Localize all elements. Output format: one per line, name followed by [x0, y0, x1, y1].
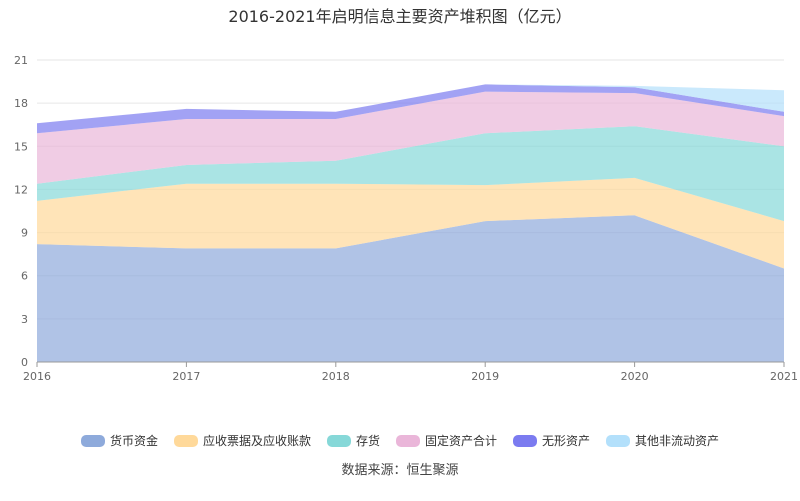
chart-title: 2016-2021年启明信息主要资产堆积图（亿元） [228, 7, 572, 26]
area-series-2 [37, 126, 784, 222]
legend-item-2[interactable]: 存货 [326, 432, 380, 449]
legend-swatch [513, 434, 538, 447]
y-tick-label: 6 [21, 270, 28, 283]
legend-swatch [326, 434, 351, 447]
legend-swatch [606, 434, 631, 447]
axes: 0 3 6 9 12 15 18 21 2016 2017 2018 2019 2020 2021 [14, 54, 798, 383]
x-tick-label: 2016 [23, 370, 51, 383]
y-tick-label: 0 [21, 356, 28, 369]
legend-label: 货币资金 [109, 434, 158, 448]
legend-label: 应收票据及应收账款 [202, 434, 311, 448]
legend-item-1[interactable]: 应收票据及应收账款 [173, 432, 311, 449]
legend-label: 固定资产合计 [425, 434, 498, 448]
legend-item-0[interactable]: 货币资金 [80, 432, 158, 449]
y-tick-label: 15 [14, 140, 28, 153]
area-series [37, 84, 784, 362]
x-tick-label: 2020 [621, 370, 649, 383]
legend-swatch [396, 434, 420, 447]
chart-plot: 0 3 6 9 12 15 18 21 2016 2017 2018 2019 2020 2021 [14, 54, 798, 383]
x-tick-label: 2019 [471, 370, 499, 383]
area-series-1 [37, 177, 784, 269]
legend-item-5[interactable]: 其他非流动资产 [606, 432, 719, 449]
y-tick-label: 9 [21, 227, 28, 240]
legend-item-4[interactable]: 无形资产 [513, 432, 590, 449]
y-tick-label: 18 [14, 97, 28, 110]
y-tick-label: 12 [14, 183, 28, 196]
legend: 货币资金 应收票据及应收账款 存货 固定资产合计 无形资产 其他非流动资产 [0, 432, 800, 449]
x-tick-label: 2018 [322, 370, 350, 383]
legend-label: 其他非流动资产 [635, 434, 720, 448]
y-tick-label: 3 [21, 313, 28, 326]
legend-label: 存货 [355, 434, 380, 448]
legend-swatch [80, 434, 105, 447]
legend-item-3[interactable]: 固定资产合计 [396, 432, 497, 449]
area-series-5 [37, 84, 784, 124]
x-tick-label: 2021 [770, 370, 798, 383]
y-tick-label: 21 [14, 54, 28, 67]
source-note: 数据来源：恒生聚源 [341, 463, 459, 478]
area-series-0 [37, 215, 784, 362]
x-tick-label: 2017 [172, 370, 200, 383]
legend-swatch [173, 434, 198, 447]
area-series-3 [37, 91, 784, 184]
legend-label: 无形资产 [542, 434, 591, 448]
